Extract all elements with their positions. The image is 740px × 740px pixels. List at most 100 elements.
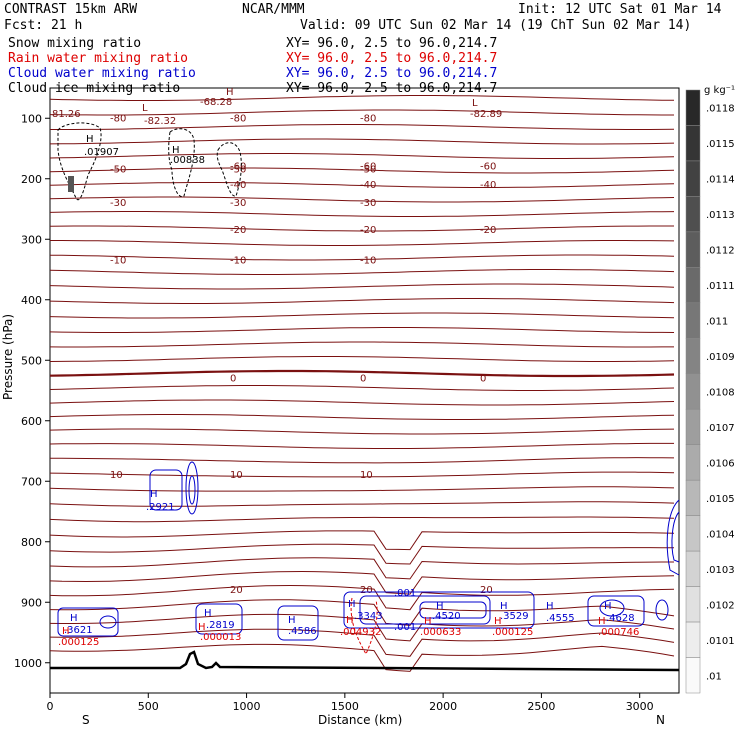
isotherm-line — [50, 457, 675, 464]
isotherm-label: -20 — [480, 225, 496, 236]
y-tick-label: 300 — [21, 233, 42, 246]
high-marker: H — [346, 615, 354, 626]
cloud-water-contour-label: .001 — [394, 588, 416, 599]
isotherm-label: 10 — [360, 470, 373, 481]
isotherm-label: -50 — [360, 165, 376, 176]
x-tick-label: 1500 — [331, 700, 359, 713]
colorbar-tick-label: .0112 — [706, 246, 735, 257]
cloud-water-max-label: .4520 — [432, 611, 461, 622]
init-time: Init: 12 UTC Sat 01 Mar 14 — [518, 2, 722, 17]
isotherm-line — [49, 399, 675, 406]
high-marker: H — [288, 615, 296, 626]
terrain-line — [50, 650, 680, 672]
isotherm-label: -50 — [230, 165, 246, 176]
cloud-water-max-label: .4628 — [606, 613, 635, 624]
y-tick-label: 400 — [21, 294, 42, 307]
cloud-water-contour-8 — [343, 591, 535, 629]
cloud-water-contour-11 — [587, 595, 645, 627]
colorbar-swatch — [685, 586, 701, 623]
snow-shading — [68, 176, 74, 192]
isotherm-line — [49, 153, 675, 159]
high-marker: H — [70, 613, 78, 624]
high-marker: H — [150, 489, 158, 500]
high-marker: H — [204, 608, 212, 619]
ice-contours — [57, 122, 242, 201]
cloud-water-contour-12 — [599, 599, 625, 617]
isotherm-line — [49, 298, 675, 304]
isotherm-line — [49, 95, 675, 101]
colorbar-tick-label: .0108 — [706, 388, 735, 399]
colorbar-swatch — [685, 373, 701, 410]
cloud-water-max-label: .4555 — [546, 613, 575, 624]
isotherm-line — [49, 211, 675, 217]
colorbar-tick-label: .0103 — [706, 565, 735, 576]
y-tick-label: 500 — [21, 354, 42, 367]
high-marker: H — [198, 622, 206, 633]
field-name-snow: Snow mixing ratio — [8, 36, 141, 51]
isotherm-line — [49, 501, 675, 507]
isotherm-line — [49, 385, 675, 391]
cloud-water-max-label: .4586 — [288, 626, 317, 637]
x-tick-label: 0 — [47, 700, 54, 713]
isotherm-label: 10 — [230, 470, 243, 481]
colorbar-unit: g kg⁻¹ — [704, 85, 735, 96]
isotherm-line — [49, 196, 675, 203]
isotherm-line — [49, 414, 675, 420]
colorbar-ticks: .0118 .0115 .0114 .0113 .0112 .0111 .011 .0109.… — [706, 104, 735, 683]
valid-time: Valid: 09 UTC Sun 02 Mar 14 (19 ChT Sun … — [300, 18, 691, 33]
colorbar-swatch — [685, 408, 701, 445]
y-tick-label: 100 — [21, 112, 42, 125]
colorbar-tick-label: .0113 — [706, 210, 735, 221]
cloud-water-max-label: .3529 — [500, 611, 529, 622]
min-value-label: 81.26 — [52, 109, 81, 120]
high-marker: H — [500, 601, 508, 612]
colorbar-tick-label: .0109 — [706, 352, 735, 363]
y-axis: 100 200 300 400 500 600 700 800 900 1000 — [14, 112, 50, 670]
isotherm-label: -30 — [230, 198, 246, 209]
isotherm-line — [49, 442, 674, 449]
isotherm-label: 10 — [110, 470, 123, 481]
colorbar-swatch — [685, 657, 701, 694]
high-marker: H — [494, 616, 502, 627]
isotherm-label: -80 — [360, 113, 376, 124]
cloud-water-contour-4 — [57, 607, 119, 637]
high-marker: H — [598, 616, 606, 627]
isotherm-line — [49, 613, 675, 642]
rain-max-label: .000633 — [420, 627, 461, 638]
isotherm-line — [49, 269, 675, 275]
y-tick-label: 900 — [21, 596, 42, 609]
rain-max-label: .004932 — [340, 627, 381, 638]
isotherm-line — [49, 167, 675, 174]
field-name-rain: Rain water mixing ratio — [8, 51, 188, 66]
annotations: -68.28 -82.32 -82.89 81.26 H L L H .0190… — [52, 87, 639, 648]
isotherm-label: -10 — [360, 255, 376, 266]
isotherm-label: -40 — [360, 180, 376, 191]
colorbar-swatch — [685, 515, 701, 552]
south-label: S — [82, 713, 90, 727]
colorbar-swatch — [685, 89, 701, 126]
colorbar-tick-label: .0115 — [706, 139, 735, 150]
cloud-water-contour-7 — [277, 605, 319, 641]
isotherm-label: 20 — [230, 585, 243, 596]
colorbar-swatch — [685, 302, 701, 339]
x-tick-label: 1000 — [233, 700, 261, 713]
rain-contour-1 — [350, 597, 378, 656]
isotherm-line — [49, 109, 674, 116]
cloud-water-max-label: .2819 — [206, 620, 235, 631]
isotherm-label: 20 — [360, 585, 373, 596]
isotherm-label: -60 — [480, 162, 496, 173]
isotherm-line — [49, 254, 675, 261]
isotherm-label: -40 — [480, 180, 496, 191]
colorbar-tick-label: .0107 — [706, 423, 735, 434]
isotherm-line — [49, 225, 674, 232]
isotherm-label: -50 — [110, 165, 126, 176]
colorbar-swatch — [685, 196, 701, 233]
cloud-water-contour-6 — [195, 603, 243, 635]
field-name-cloud-water: Cloud water mixing ratio — [8, 66, 196, 81]
cloud-water-contour-1 — [149, 469, 183, 511]
x-tick-label: 2000 — [429, 700, 457, 713]
colorbar-tick-label: .0111 — [706, 281, 735, 292]
isotherm-label: -30 — [360, 198, 376, 209]
isotherm-label: 0 — [230, 373, 236, 384]
